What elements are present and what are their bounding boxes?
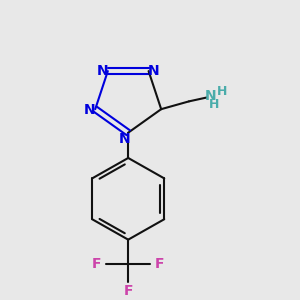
Text: N: N xyxy=(83,103,95,117)
Text: H: H xyxy=(208,98,219,111)
Text: N: N xyxy=(97,64,109,78)
Text: N: N xyxy=(148,64,159,78)
Text: H: H xyxy=(216,85,227,98)
Text: N: N xyxy=(205,88,217,103)
Text: F: F xyxy=(124,284,133,298)
Text: F: F xyxy=(155,257,165,271)
Text: N: N xyxy=(118,131,130,146)
Text: F: F xyxy=(92,257,101,271)
